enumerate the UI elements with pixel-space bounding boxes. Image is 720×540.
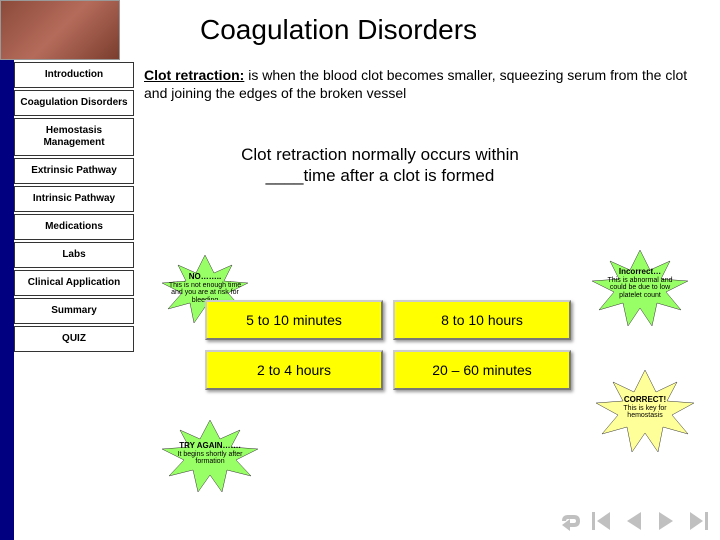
sidebar-item-coagulation-disorders[interactable]: Coagulation Disorders — [14, 90, 134, 116]
question-text: Clot retraction normally occurs within _… — [240, 144, 520, 187]
sidebar-item-summary[interactable]: Summary — [14, 298, 134, 324]
question-diamond: Clot retraction normally occurs within _… — [240, 120, 520, 240]
definition-text: Clot retraction: is when the blood clot … — [140, 64, 715, 104]
content-area: Clot retraction: is when the blood clot … — [140, 64, 715, 104]
last-icon[interactable] — [686, 510, 710, 532]
answer-button-1[interactable]: 5 to 10 minutes — [205, 300, 383, 340]
nav-controls — [558, 510, 710, 532]
header-image — [0, 0, 120, 60]
next-icon[interactable] — [654, 510, 678, 532]
sidebar-item-clinical-application[interactable]: Clinical Application — [14, 270, 134, 296]
burst4-line2: This is key for hemostasis — [607, 405, 683, 420]
return-icon[interactable] — [558, 510, 582, 532]
answer-button-2[interactable]: 8 to 10 hours — [393, 300, 571, 340]
burst2-line2: This is abnormal and could be due to low… — [600, 277, 680, 300]
page-title: Coagulation Disorders — [200, 14, 477, 46]
left-strip — [0, 60, 14, 540]
burst2-line1: Incorrect… — [600, 268, 680, 277]
burst1-line1: NO…….. — [165, 273, 245, 282]
sidebar-item-hemostasis-management[interactable]: Hemostasis Management — [14, 118, 134, 156]
sidebar-item-introduction[interactable]: Introduction — [14, 62, 134, 88]
sidebar-item-extrinsic-pathway[interactable]: Extrinsic Pathway — [14, 158, 134, 184]
first-icon[interactable] — [590, 510, 614, 532]
prev-icon[interactable] — [622, 510, 646, 532]
burst3-line2: It begins shortly after formation — [170, 451, 250, 466]
answer-button-4[interactable]: 20 – 60 minutes — [393, 350, 571, 390]
sidebar-item-medications[interactable]: Medications — [14, 214, 134, 240]
sidebar-item-labs[interactable]: Labs — [14, 242, 134, 268]
burst4-line1: CORRECT! — [607, 396, 683, 405]
sidebar: Introduction Coagulation Disorders Hemos… — [14, 62, 134, 354]
sidebar-item-intrinsic-pathway[interactable]: Intrinsic Pathway — [14, 186, 134, 212]
answer-grid: 5 to 10 minutes 8 to 10 hours 2 to 4 hou… — [205, 300, 575, 400]
definition-term: Clot retraction: — [144, 67, 244, 83]
sidebar-item-quiz[interactable]: QUIZ — [14, 326, 134, 352]
burst3-line1: TRY AGAIN……. — [170, 442, 250, 451]
answer-button-3[interactable]: 2 to 4 hours — [205, 350, 383, 390]
